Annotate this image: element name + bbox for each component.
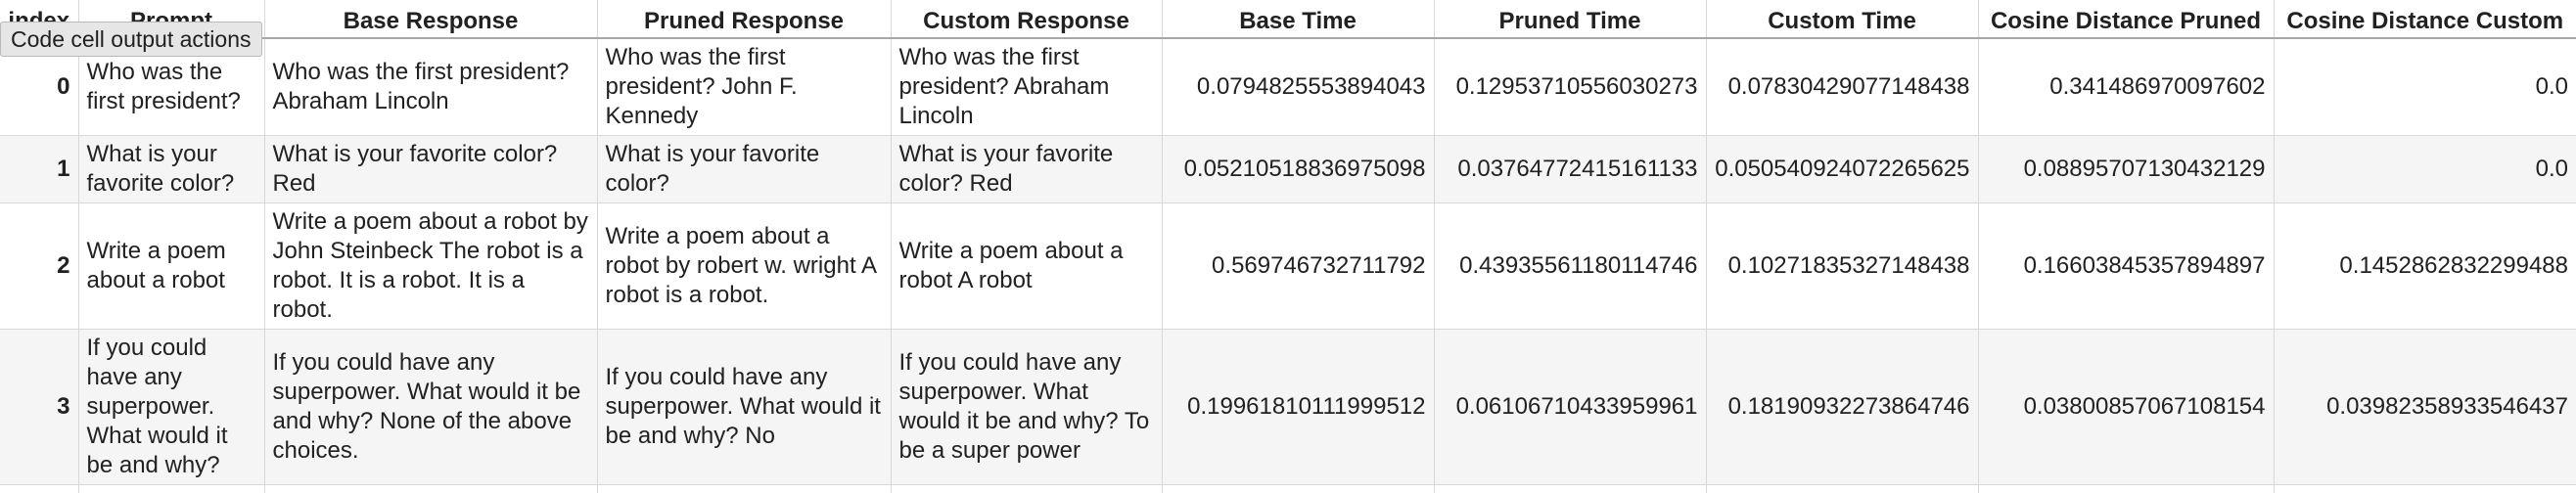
custom-time-cell: 0.07830429077148438 (1705, 38, 1978, 136)
output-actions-tooltip: Code cell output actions (0, 22, 262, 57)
custom-response-cell: Write a poem about a robot A robot (890, 202, 1162, 330)
base-response-cell: Write a poem about a robot by John Stein… (263, 202, 597, 330)
table-row: 3 If you could have any superpower. What… (0, 329, 2576, 485)
custom-time-cell: 0.18190932273864746 (1705, 329, 1978, 485)
pruned-time-cell: 0.12953710556030273 (1433, 38, 1706, 136)
custom-time-cell (1705, 484, 1978, 493)
pruned-time-cell: 0.06106710433959961 (1433, 329, 1706, 485)
cosine-distance-pruned-cell: 0.03800857067108154 (1977, 329, 2274, 485)
base-response-cell: Explain the concept of neural (263, 484, 597, 493)
col-header-base-response: Base Response (263, 0, 597, 39)
base-time-cell (1161, 484, 1434, 493)
col-header-pruned-time: Pruned Time (1433, 0, 1706, 39)
pruned-time-cell (1433, 484, 1706, 493)
custom-response-cell: If you could have any superpower. What w… (890, 329, 1162, 485)
base-response-cell: What is your favorite color? Red (263, 135, 597, 203)
custom-time-cell: 0.050540924072265625 (1705, 135, 1978, 203)
cosine-distance-custom-cell: 0.03982358933546437 (2273, 329, 2576, 485)
col-header-custom-time: Custom Time (1705, 0, 1978, 39)
row-index: 2 (0, 202, 78, 330)
pruned-response-cell: If you could have any superpower. What w… (596, 329, 891, 485)
cosine-distance-pruned-cell: 0.16603845357894897 (1977, 202, 2274, 330)
prompt-cell: What is your favorite color? (77, 135, 264, 203)
base-response-cell: Who was the first president? Abraham Lin… (263, 38, 597, 136)
cosine-distance-pruned-cell: 0.08895707130432129 (1977, 135, 2274, 203)
custom-time-cell: 0.10271835327148438 (1705, 202, 1978, 330)
cosine-distance-custom-cell: 0.0 (2273, 135, 2576, 203)
pruned-response-cell: What is your favorite color? (596, 135, 891, 203)
cosine-distance-custom-cell: 0.0 (2273, 38, 2576, 136)
table-row: 2 Write a poem about a robot Write a poe… (0, 202, 2576, 330)
custom-response-cell: Who was the first president? Abraham Lin… (890, 38, 1162, 136)
prompt-cell: Write a poem about a robot (77, 202, 264, 330)
prompt-cell: If you could have any superpower. What w… (77, 329, 264, 485)
base-time-cell: 0.19961810111999512 (1161, 329, 1434, 485)
prompt-cell (77, 484, 264, 493)
pruned-response-cell: Write a poem about a robot by robert w. … (596, 202, 891, 330)
cosine-distance-custom-cell (2273, 484, 2576, 493)
cosine-distance-pruned-cell (1977, 484, 2274, 493)
cosine-distance-custom-cell: 0.1452862832299488 (2273, 202, 2576, 330)
col-header-pruned-response: Pruned Response (596, 0, 891, 39)
pruned-response-cell (596, 484, 891, 493)
header-row: index Prompt Base Response Pruned Respon… (0, 0, 2576, 39)
pruned-time-cell: 0.43935561180114746 (1433, 202, 1706, 330)
base-response-cell: If you could have any superpower. What w… (263, 329, 597, 485)
base-time-cell: 0.05210518836975098 (1161, 135, 1434, 203)
table-row: Explain the concept of neural (0, 484, 2576, 493)
table-row: 0 Who was the first president? Who was t… (0, 38, 2576, 136)
col-header-cosine-distance-custom: Cosine Distance Custom (2273, 0, 2576, 39)
pruned-response-cell: Who was the first president? John F. Ken… (596, 38, 891, 136)
pruned-time-cell: 0.03764772415161133 (1433, 135, 1706, 203)
base-time-cell: 0.0794825553894043 (1161, 38, 1434, 136)
custom-response-cell: What is your favorite color? Red (890, 135, 1162, 203)
col-header-base-time: Base Time (1161, 0, 1434, 39)
row-index: 3 (0, 329, 78, 485)
base-time-cell: 0.569746732711792 (1161, 202, 1434, 330)
col-header-cosine-distance-pruned: Cosine Distance Pruned (1977, 0, 2274, 39)
col-header-custom-response: Custom Response (890, 0, 1162, 39)
row-index (0, 484, 78, 493)
custom-response-cell (890, 484, 1162, 493)
row-index: 1 (0, 135, 78, 203)
cosine-distance-pruned-cell: 0.341486970097602 (1977, 38, 2274, 136)
table-row: 1 What is your favorite color? What is y… (0, 135, 2576, 203)
